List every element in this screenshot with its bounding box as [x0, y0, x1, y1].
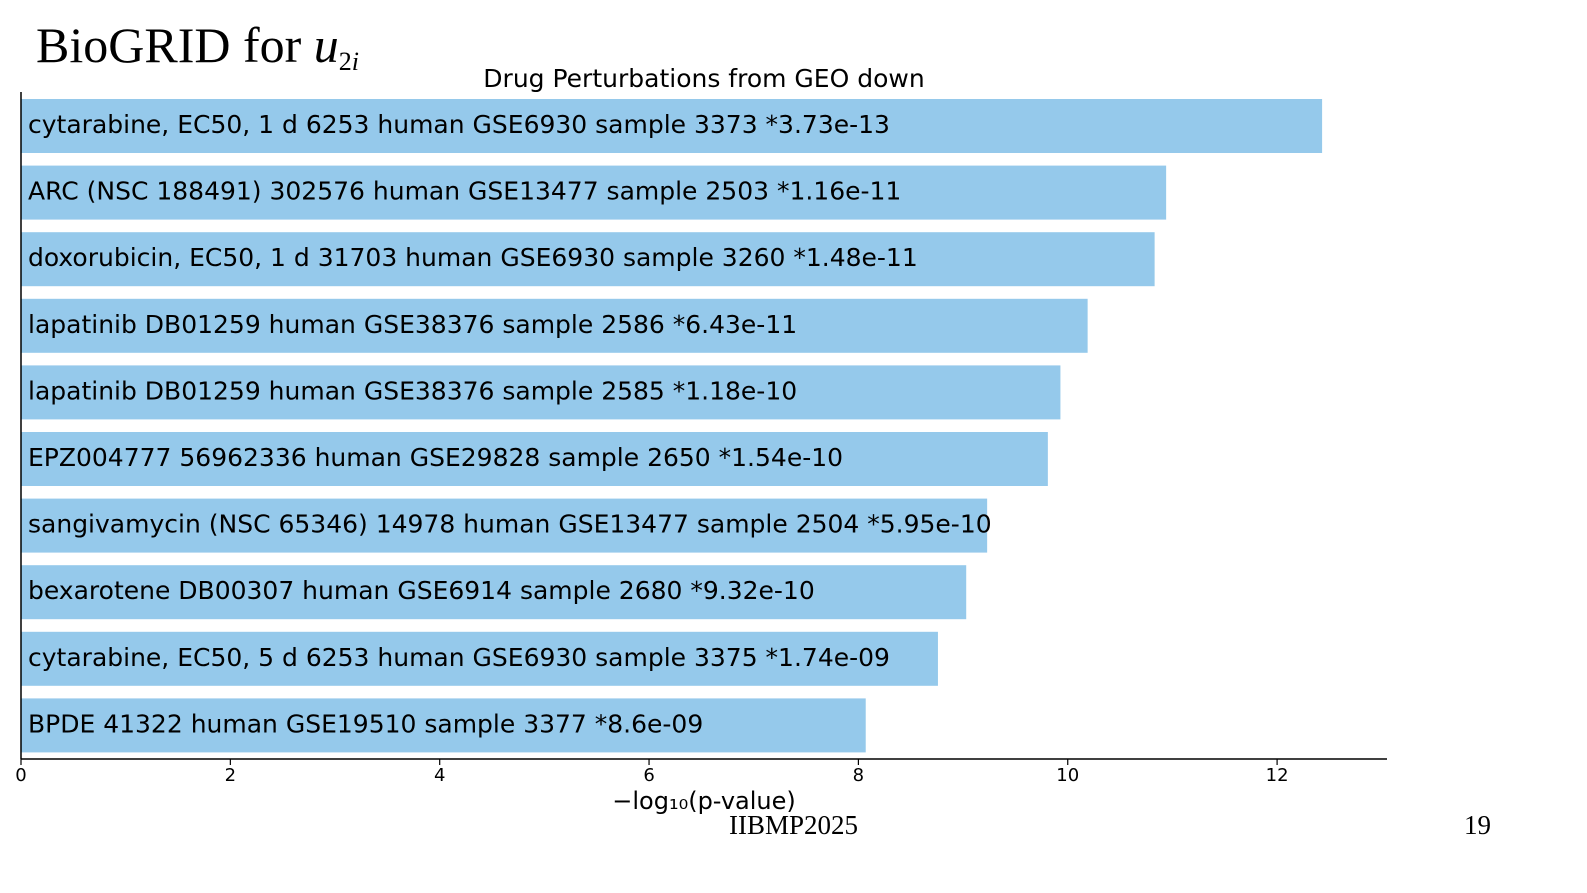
x-tick-label: 8	[853, 765, 864, 786]
x-tick-label: 10	[1056, 765, 1079, 786]
bar-label: BPDE 41322 human GSE19510 sample 3377 *8…	[28, 709, 703, 738]
x-tick-label: 0	[15, 765, 26, 786]
x-tick-label: 2	[225, 765, 236, 786]
slide-title-subscript: 2i	[339, 47, 359, 76]
slide-title: BioGRID for u2i	[36, 18, 359, 77]
bar-label: lapatinib DB01259 human GSE38376 sample …	[28, 310, 797, 339]
x-tick-label: 4	[434, 765, 445, 786]
bar	[21, 698, 866, 753]
x-tick-label: 6	[643, 765, 654, 786]
slide-title-subscript-variable: i	[351, 47, 359, 76]
bar-label: doxorubicin, EC50, 1 d 31703 human GSE69…	[28, 243, 918, 272]
bar	[21, 99, 1323, 153]
bar-label: ARC (NSC 188491) 302576 human GSE13477 s…	[28, 177, 901, 206]
footer-conference: IIBMP2025	[728, 810, 858, 840]
bar-label: bexarotene DB00307 human GSE6914 sample …	[28, 576, 815, 605]
bar-label: cytarabine, EC50, 1 d 6253 human GSE6930…	[28, 110, 890, 139]
bar	[21, 498, 988, 553]
bar	[21, 165, 1167, 220]
bar-label: lapatinib DB01259 human GSE38376 sample …	[28, 376, 797, 405]
page-number: 19	[1464, 810, 1491, 840]
slide-title-variable: u	[313, 17, 339, 73]
bar-label: sangivamycin (NSC 65346) 14978 human GSE…	[28, 510, 992, 539]
bar	[21, 565, 967, 620]
x-axis-label: −log₁₀(p-value)	[612, 787, 795, 815]
bar-label: EPZ004777 56962336 human GSE29828 sample…	[28, 443, 843, 472]
chart-title: Drug Perturbations from GEO down	[483, 64, 924, 93]
bar	[21, 232, 1155, 287]
bar	[21, 631, 938, 686]
bar-label: cytarabine, EC50, 5 d 6253 human GSE6930…	[28, 643, 890, 672]
bar	[21, 365, 1061, 420]
slide-title-prefix: BioGRID for	[36, 17, 314, 73]
slide-title-subscript-number: 2	[338, 47, 352, 76]
bar	[21, 298, 1088, 353]
x-tick-label: 12	[1266, 765, 1289, 786]
bar	[21, 432, 1048, 486]
